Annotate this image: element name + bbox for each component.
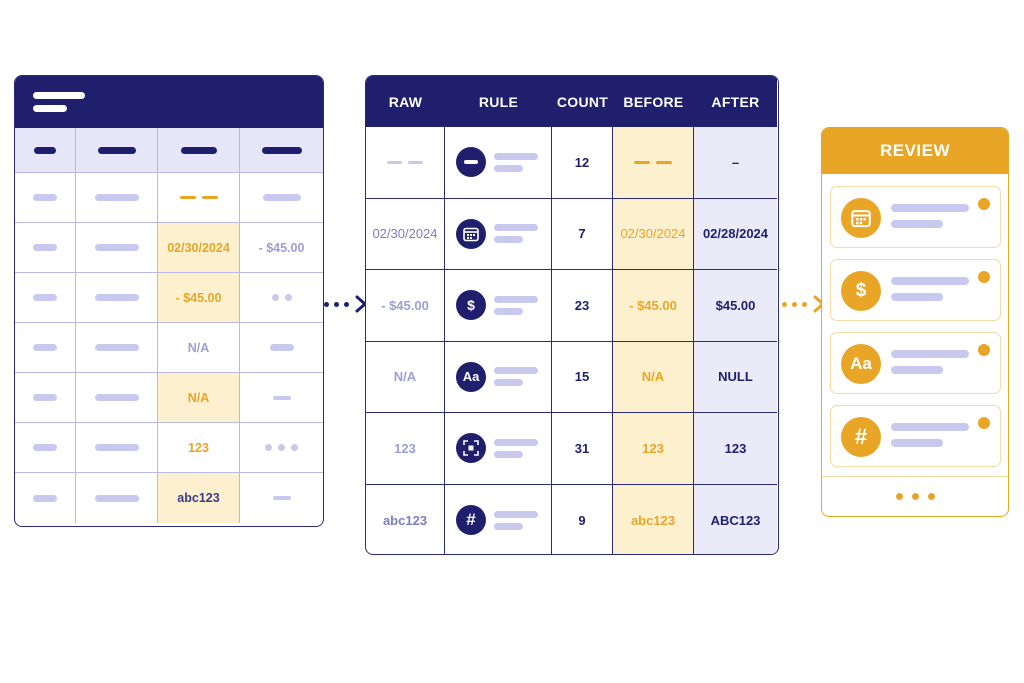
column-header-count: COUNT [552, 76, 613, 127]
raw-cell: abc123 [366, 484, 445, 554]
after-cell: – [694, 127, 777, 199]
header-title-placeholder [33, 92, 85, 99]
table-cell [240, 173, 323, 223]
column-header [15, 128, 76, 173]
rule-cell[interactable] [445, 198, 552, 270]
raw-sheet-header [15, 76, 323, 128]
table-cell: N/A [158, 323, 240, 373]
before-cell: N/A [613, 341, 694, 413]
table-cell [76, 423, 158, 473]
review-title: REVIEW [822, 128, 1008, 174]
after-cell: ABC123 [694, 484, 777, 554]
table-cell [240, 273, 323, 323]
before-cell: abc123 [613, 484, 694, 554]
rule-cell[interactable]: # [445, 484, 552, 554]
raw-cell: 02/30/2024 [366, 198, 445, 270]
flow-arrow-navy [324, 295, 368, 313]
minus-icon [456, 147, 486, 178]
count-cell: 12 [552, 127, 613, 199]
rule-cell[interactable]: Aa [445, 341, 552, 413]
raw-sheet-grid: 02/30/2024 - $45.00 - $45.00 N/A N/A 123… [15, 128, 323, 523]
table-cell [76, 373, 158, 423]
count-cell: 15 [552, 341, 613, 413]
table-cell [15, 473, 76, 523]
count-cell: 23 [552, 270, 613, 342]
column-header-before: BEFORE [613, 76, 694, 127]
count-cell: 31 [552, 413, 613, 485]
table-cell: - $45.00 [240, 223, 323, 273]
raw-data-sheet: 02/30/2024 - $45.00 - $45.00 N/A N/A 123… [14, 75, 324, 527]
after-cell: 123 [694, 413, 777, 485]
rule-cell[interactable]: $ [445, 270, 552, 342]
flagged-cell: 02/30/2024 [158, 223, 240, 273]
hash-icon: # [841, 417, 881, 457]
table-cell [15, 223, 76, 273]
header-subtitle-placeholder [33, 105, 67, 112]
cleaning-rules-table: RAW RULE COUNT BEFORE AFTER 12 – 02/30/2… [365, 75, 779, 555]
table-cell [240, 373, 323, 423]
before-cell: 123 [613, 413, 694, 485]
table-cell [240, 323, 323, 373]
review-card[interactable]: Aa [830, 332, 1001, 394]
review-panel: REVIEW $ Aa # [821, 127, 1009, 517]
table-cell [15, 373, 76, 423]
raw-cell [366, 127, 445, 199]
rule-cell[interactable] [445, 413, 552, 485]
flagged-cell: 123 [158, 423, 240, 473]
hash-icon: # [456, 505, 486, 536]
text-case-icon: Aa [841, 344, 881, 384]
flagged-cell: N/A [158, 373, 240, 423]
column-header [76, 128, 158, 173]
status-dot [978, 198, 990, 210]
table-cell [76, 173, 158, 223]
review-card[interactable]: # [830, 405, 1001, 467]
calendar-icon [841, 198, 881, 238]
column-header-after: AFTER [694, 76, 777, 127]
column-header [240, 128, 323, 173]
table-cell [76, 273, 158, 323]
table-cell [76, 473, 158, 523]
table-cell [15, 273, 76, 323]
column-header [158, 128, 240, 173]
rule-cell[interactable] [445, 127, 552, 199]
more-dots[interactable] [822, 476, 1008, 516]
after-cell: $45.00 [694, 270, 777, 342]
calendar-icon [456, 218, 486, 249]
table-cell [158, 173, 240, 223]
raw-cell: 123 [366, 413, 445, 485]
after-cell: NULL [694, 341, 777, 413]
before-cell [613, 127, 694, 199]
after-cell: 02/28/2024 [694, 198, 777, 270]
raw-cell: N/A [366, 341, 445, 413]
count-cell: 7 [552, 198, 613, 270]
status-dot [978, 344, 990, 356]
status-dot [978, 271, 990, 283]
dollar-icon: $ [841, 271, 881, 311]
raw-cell: - $45.00 [366, 270, 445, 342]
table-cell [15, 173, 76, 223]
scan-icon [456, 433, 486, 464]
table-cell [15, 423, 76, 473]
table-cell [15, 323, 76, 373]
table-cell [240, 423, 323, 473]
flow-arrow-gold [782, 295, 826, 313]
table-cell [76, 223, 158, 273]
table-cell [240, 473, 323, 523]
table-cell [76, 323, 158, 373]
column-header-rule: RULE [445, 76, 552, 127]
status-dot [978, 417, 990, 429]
count-cell: 9 [552, 484, 613, 554]
text-case-icon: Aa [456, 361, 486, 392]
before-cell: - $45.00 [613, 270, 694, 342]
flagged-cell: - $45.00 [158, 273, 240, 323]
flagged-cell: abc123 [158, 473, 240, 523]
review-card[interactable] [830, 186, 1001, 248]
review-card[interactable]: $ [830, 259, 1001, 321]
dollar-icon: $ [456, 290, 486, 321]
before-cell: 02/30/2024 [613, 198, 694, 270]
column-header-raw: RAW [366, 76, 445, 127]
